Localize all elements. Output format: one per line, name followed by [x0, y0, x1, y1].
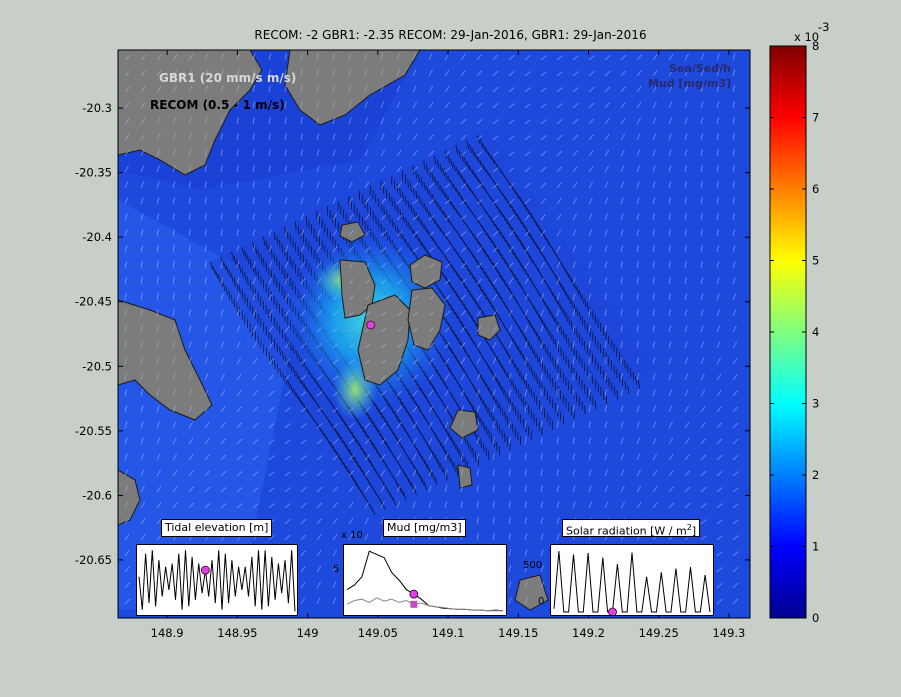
y-tick-label: -20.55	[75, 424, 112, 438]
variable-label-line2: Mud [mg/m3]	[647, 77, 731, 90]
inset-solar-title-sup: 2	[686, 523, 692, 532]
x-tick-label: 149.1	[432, 626, 465, 640]
gbr1-legend: GBR1 (20 mm/s m/s)	[159, 71, 297, 85]
x-tick-label: 148.95	[217, 626, 257, 640]
plot-frame	[117, 49, 751, 619]
x-tick-label: 149.15	[498, 626, 538, 640]
inset-series-line	[553, 551, 711, 613]
x-tick-label: 149.05	[358, 626, 398, 640]
colorbar-tick-label: 2	[812, 468, 819, 482]
inset-mud-exponent: x 10	[341, 530, 363, 541]
land-north	[284, 50, 421, 126]
y-tick-label: -20.3	[82, 101, 112, 115]
inset-marker	[200, 565, 210, 575]
inset-solar-tick-500: 500	[523, 560, 543, 571]
inset-marker	[409, 589, 419, 599]
colorbar-tick-label: 7	[812, 111, 819, 125]
inset-series-line	[346, 597, 503, 612]
y-tick-label: -20.45	[75, 295, 112, 309]
y-tick-label: -20.4	[82, 230, 112, 244]
colorbar-tick-label: 5	[812, 254, 819, 268]
inset-solar-title-text: Solar radiation [W / m	[566, 524, 687, 538]
colorbar-tick-label: 6	[812, 182, 819, 196]
inset-solar	[550, 544, 714, 617]
x-tick-label: 149.3	[712, 626, 745, 640]
inset-mud-title: Mud [mg/m3]	[383, 519, 466, 537]
inset-tidal	[136, 544, 298, 616]
colorbar-tick-label: 4	[812, 325, 819, 339]
inset-marker	[608, 607, 617, 617]
x-tick-label: 149.25	[639, 626, 679, 640]
site-marker	[366, 320, 376, 330]
colorbar-exponent-label: x 10	[794, 30, 819, 44]
variable-label: Sea/Sed/h Mud [mg/m3]	[648, 61, 731, 91]
colorbar-tick-label: 0	[812, 611, 819, 625]
y-tick-label: -20.35	[75, 166, 112, 180]
colorbar-exponent-power: -3	[818, 20, 829, 34]
variable-label-line1: Sea/Sed/h	[669, 62, 731, 75]
inset-series-line	[138, 550, 296, 612]
y-tick-label: -20.5	[82, 359, 112, 373]
x-tick-label: 149	[297, 626, 319, 640]
island-main	[357, 294, 411, 386]
y-tick-label: -20.65	[75, 553, 112, 567]
inset-mud-tick: 5	[333, 564, 340, 575]
land-northwest	[118, 50, 263, 176]
recom-legend: RECOM (0.5 - 1 m/s)	[150, 98, 285, 112]
chart-title: RECOM: -2 GBR1: -2.35 RECOM: 29-Jan-2016…	[254, 28, 647, 42]
inset-tidal-title: Tidal elevation [m]	[161, 519, 273, 537]
colorbar-tick-label: 1	[812, 540, 819, 554]
inset-solar-tick-0: 0	[538, 596, 545, 607]
x-tick-label: 149.2	[572, 626, 605, 640]
inset-solar-title: Solar radiation [W / m2]	[562, 519, 701, 538]
colorbar-tick-label: 8	[812, 39, 819, 53]
x-axis: 148.9 148.95 149 149.05 149.1 149.15 149.2 149.…	[151, 50, 745, 640]
inset-marker	[410, 600, 418, 608]
inset-solar-title-end: ]	[691, 524, 697, 538]
y-axis: -20.3 -20.35 -20.4 -20.45 -20.5 -20.55 -20.6 -2…	[75, 101, 750, 567]
island-central	[339, 259, 376, 319]
colorbar-axis: 0 1 2 3 4 5 6 7 8	[770, 39, 819, 625]
inset-mud	[343, 544, 507, 616]
colorbar	[769, 45, 807, 619]
x-tick-label: 148.9	[151, 626, 184, 640]
colorbar-tick-label: 3	[812, 397, 819, 411]
y-tick-label: -20.6	[82, 488, 112, 502]
